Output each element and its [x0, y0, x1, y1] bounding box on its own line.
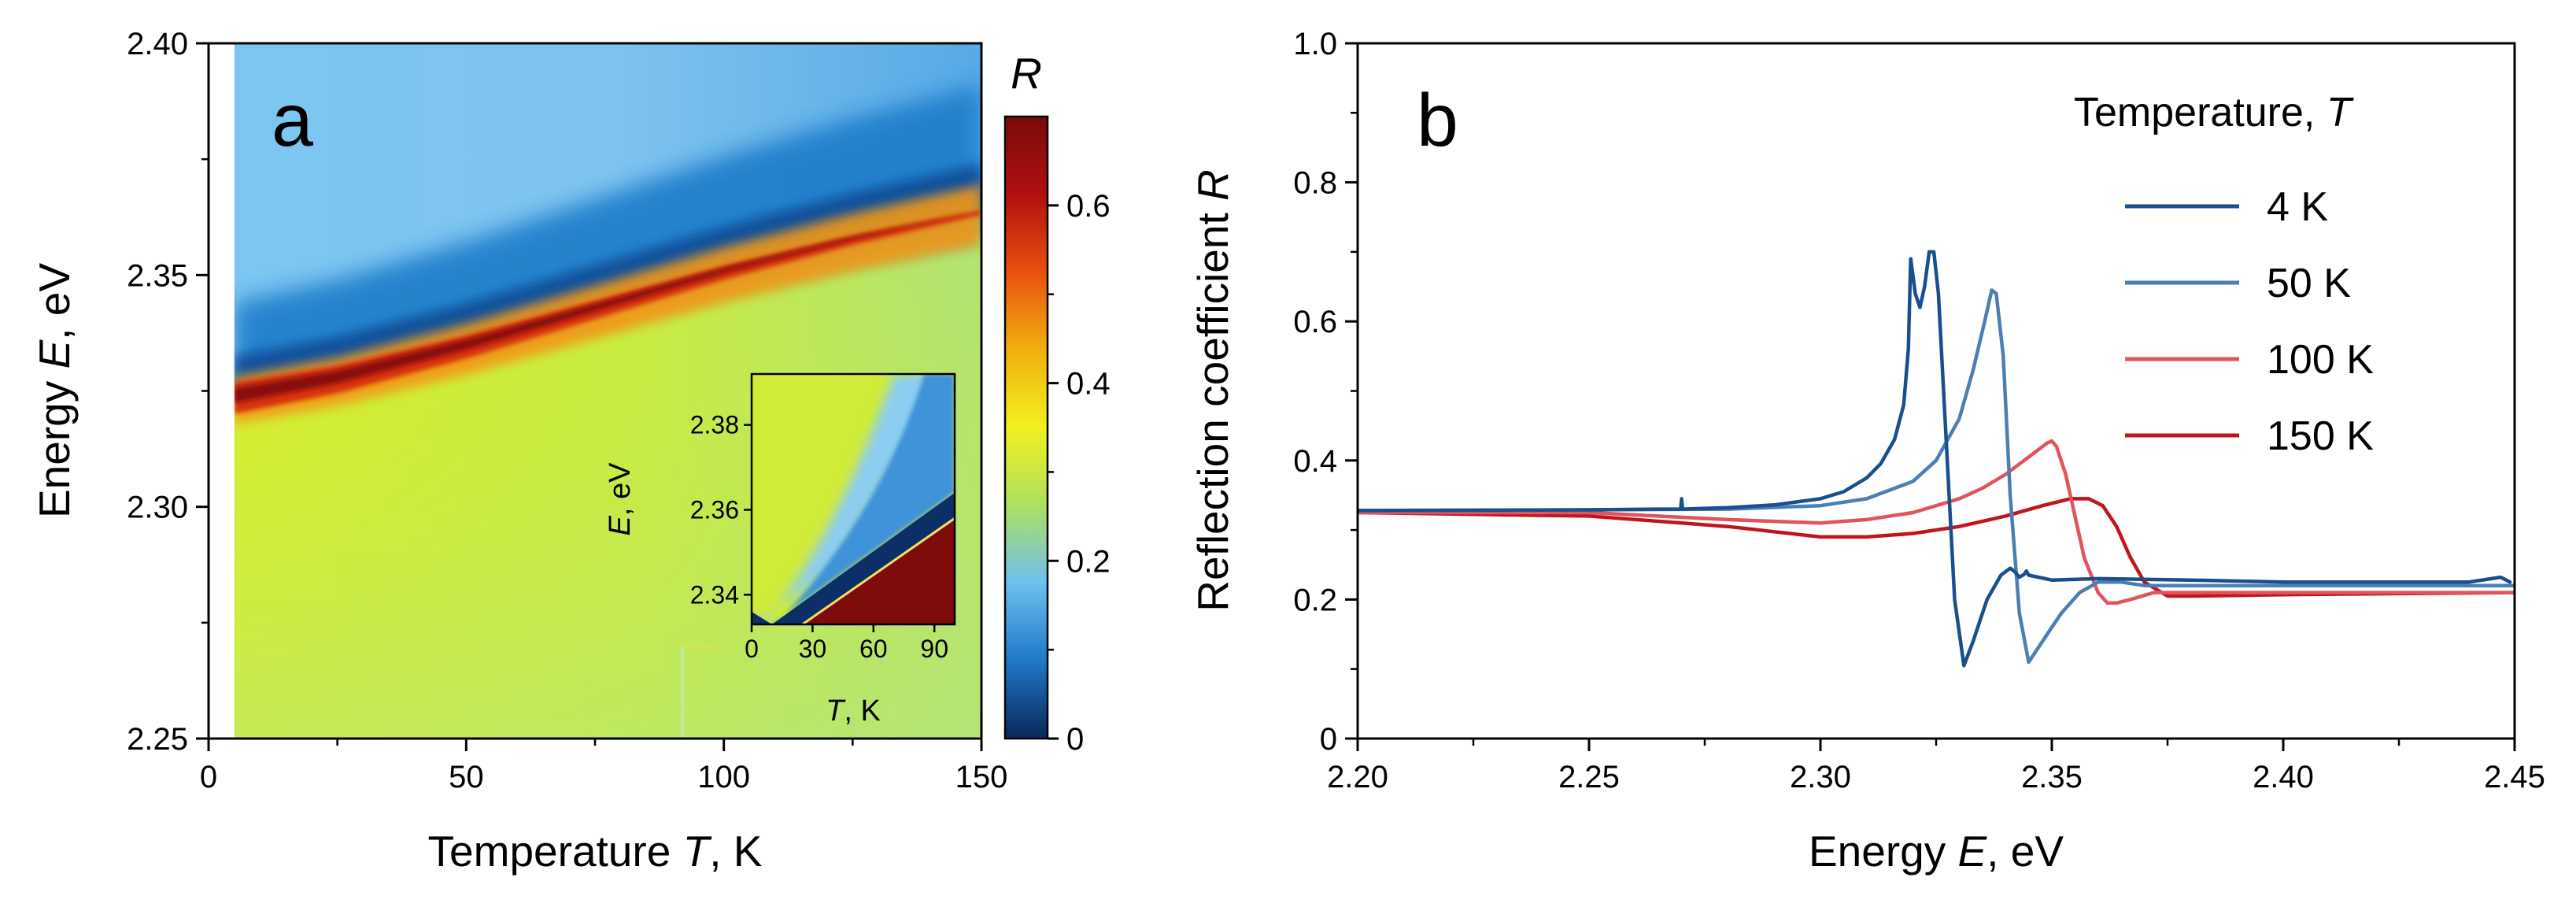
heatmap-blue-band [234, 85, 981, 387]
y-tick-label: 2.30 [127, 491, 188, 525]
inset-x-tick-label: 0 [745, 635, 759, 663]
heatmap-dark-band [234, 164, 981, 389]
y-tick-label: 0.4 [1293, 444, 1337, 479]
panel-b-series [1358, 250, 2515, 668]
inset-y-tick-label: 2.38 [690, 411, 739, 439]
panel-b-ylabel: Reflection coefficient R [1188, 169, 1237, 612]
panel-b-axes: 2.20 2.25 2.30 2.35 2.40 2.45 0 0.2 0.4 0.6 0.8 1.0 [1293, 27, 2545, 794]
y-tick-label: 1.0 [1293, 27, 1337, 61]
y-tick-label: 0 [1320, 722, 1337, 757]
colorbar-tick-label: 0.4 [1066, 367, 1111, 402]
inset-ylabel: E, eV [604, 462, 637, 536]
inset-x-tick-label: 90 [920, 635, 948, 663]
panel-b-xlabel: Energy E, eV [1809, 827, 2064, 876]
colorbar-label: R [1011, 49, 1042, 98]
x-tick-label: 2.25 [1558, 760, 1620, 794]
colorbar-tick-label: 0 [1066, 722, 1084, 757]
panel-a-axes: 0 50 100 150 2.25 2.30 2.35 2.40 [127, 27, 1007, 794]
y-tick-label: 2.40 [127, 27, 188, 61]
panel-a-ylabel: Energy E, eV [30, 263, 79, 518]
x-tick-label: 2.30 [1790, 760, 1851, 794]
legend-label: 50 K [2267, 261, 2351, 306]
colorbar-tick-label: 0.2 [1066, 544, 1111, 579]
inset-edge-line [801, 517, 955, 624]
series-line-4k [1358, 250, 2512, 668]
heatmap-maroon-band [234, 209, 981, 403]
inset-y-tick-label: 2.36 [690, 495, 739, 524]
legend: Temperature, T 4 K 50 K 100 K 150 K [2074, 90, 2374, 459]
y-tick-label: 0.8 [1293, 166, 1337, 201]
inset-x-tick-label: 30 [799, 635, 827, 663]
colorbar: 0 0.2 0.4 0.6 R [1003, 49, 1111, 757]
x-tick-label: 2.20 [1327, 760, 1388, 794]
heatmap-empty-strip [209, 43, 235, 739]
colorbar-bar [1005, 117, 1048, 739]
inset-x-tick-label: 60 [859, 635, 888, 663]
panel-b: 2.20 2.25 2.30 2.35 2.40 2.45 0 0.2 0.4 0.6 0.8 1.0… [1188, 27, 2545, 876]
inset-frame [750, 372, 956, 626]
panel-a: 0 50 100 150 2.25 2.30 2.35 2.40 a Temperature … [30, 27, 1111, 876]
panel-a-xlabel: Temperature T, K [428, 827, 763, 876]
legend-label: 150 K [2267, 413, 2374, 459]
colorbar-tick-label: 0.6 [1066, 189, 1111, 224]
y-tick-label: 2.25 [127, 722, 188, 757]
panel-b-frame [1356, 42, 2516, 740]
panel-label-a: a [272, 79, 313, 162]
inset-plot: 0 30 60 90 2.34 2.36 2.38 T, K E, eV [604, 372, 956, 728]
inset-blue-region [771, 374, 955, 624]
x-tick-label: 150 [955, 760, 1008, 794]
inset-axes: 0 30 60 90 2.34 2.36 2.38 [690, 411, 948, 663]
y-tick-label: 0.6 [1293, 305, 1337, 339]
series-line-50k [1358, 288, 2515, 665]
inset-light-blue-region [752, 374, 951, 624]
legend-label: 100 K [2267, 337, 2374, 383]
inset-xlabel: T, K [826, 694, 881, 728]
series-line-100k [1358, 439, 2515, 605]
x-tick-label: 50 [449, 760, 484, 794]
x-tick-label: 2.45 [2484, 760, 2545, 794]
panel-label-b: b [1417, 79, 1458, 162]
colorbar-ticks: 0 0.2 0.4 0.6 [1048, 189, 1111, 757]
y-tick-label: 2.35 [127, 258, 188, 293]
x-tick-label: 2.40 [2253, 760, 2314, 794]
inset-y-tick-label: 2.34 [690, 580, 739, 609]
colorbar-frame [1003, 115, 1049, 740]
legend-label: 4 K [2267, 184, 2328, 230]
legend-title: Temperature, T [2074, 90, 2354, 135]
x-tick-label: 0 [200, 760, 217, 794]
heatmap-red-band [234, 209, 981, 414]
y-tick-label: 0.2 [1293, 583, 1337, 617]
x-tick-label: 2.35 [2021, 760, 2083, 794]
x-tick-label: 100 [697, 760, 750, 794]
inset-heatmap [752, 374, 955, 624]
